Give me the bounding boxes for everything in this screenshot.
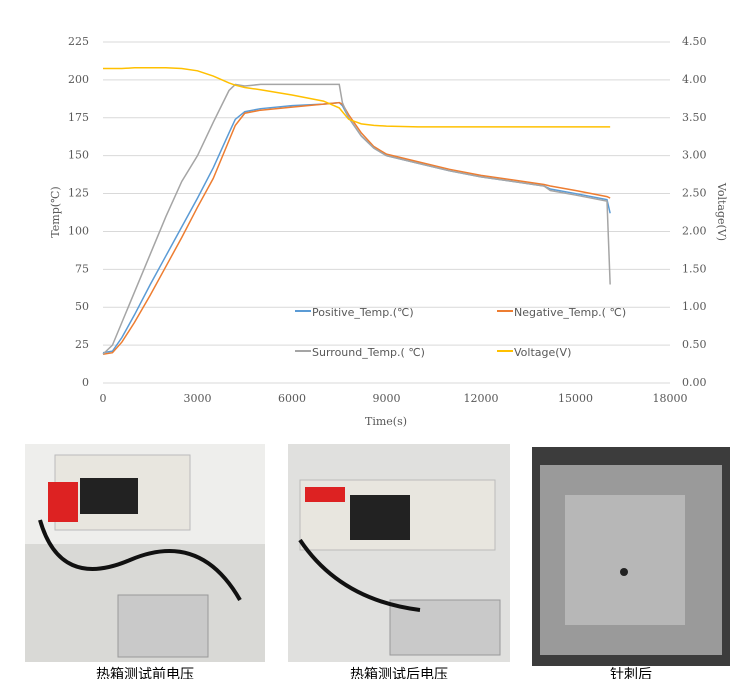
y2-tick-label: 3.00 — [682, 149, 707, 162]
data-line — [102, 83, 611, 355]
photo-caption: 针刺后 — [610, 667, 652, 679]
y-tick-label: 25 — [75, 338, 89, 351]
legend-label: Voltage(V) — [514, 346, 571, 359]
photo-3 — [532, 447, 730, 666]
y-tick-label: 225 — [68, 35, 89, 48]
photo-caption: 热箱测试前电压 — [96, 666, 194, 679]
y-tick-label: 100 — [68, 224, 89, 237]
y-tick-label: 150 — [68, 149, 89, 162]
y2-tick-label: 1.00 — [682, 300, 707, 313]
legend-label: Surround_Temp.( ℃) — [312, 346, 425, 359]
y-tick-label: 175 — [68, 111, 89, 124]
x-axis-label: Time(s) — [365, 415, 407, 428]
x-tick-label: 18000 — [653, 392, 688, 405]
y2-axis-label: Voltage(V) — [715, 182, 728, 241]
data-line — [103, 67, 611, 128]
photo-caption: 热箱测试后电压 — [350, 667, 448, 679]
y2-tick-label: 1.50 — [682, 262, 707, 275]
x-tick-label: 15000 — [558, 392, 593, 405]
legend-label: Negative_Temp.( ℃) — [514, 306, 626, 319]
y2-tick-label: 2.00 — [682, 224, 707, 237]
x-tick-label: 9000 — [373, 392, 401, 405]
y2-tick-label: 4.00 — [682, 73, 707, 86]
photo-1 — [25, 444, 265, 662]
legend-label: Positive_Temp.(℃) — [312, 306, 414, 319]
y2-tick-label: 2.50 — [682, 187, 707, 200]
y-tick-label: 75 — [75, 262, 89, 275]
y-tick-label: 50 — [75, 300, 89, 313]
y2-tick-label: 0.00 — [682, 376, 707, 389]
y2-tick-label: 3.50 — [682, 111, 707, 124]
x-tick-label: 0 — [100, 392, 107, 405]
photo-2 — [288, 444, 510, 662]
y2-tick-label: 4.50 — [682, 35, 707, 48]
x-tick-label: 6000 — [278, 392, 306, 405]
y-tick-label: 0 — [82, 376, 89, 389]
y-axis-label: Temp(℃) — [49, 186, 62, 237]
x-tick-label: 12000 — [464, 392, 499, 405]
y-tick-label: 125 — [68, 187, 89, 200]
y2-tick-label: 0.50 — [682, 338, 707, 351]
y-tick-label: 200 — [68, 73, 89, 86]
x-tick-label: 3000 — [184, 392, 212, 405]
data-line — [102, 101, 611, 355]
